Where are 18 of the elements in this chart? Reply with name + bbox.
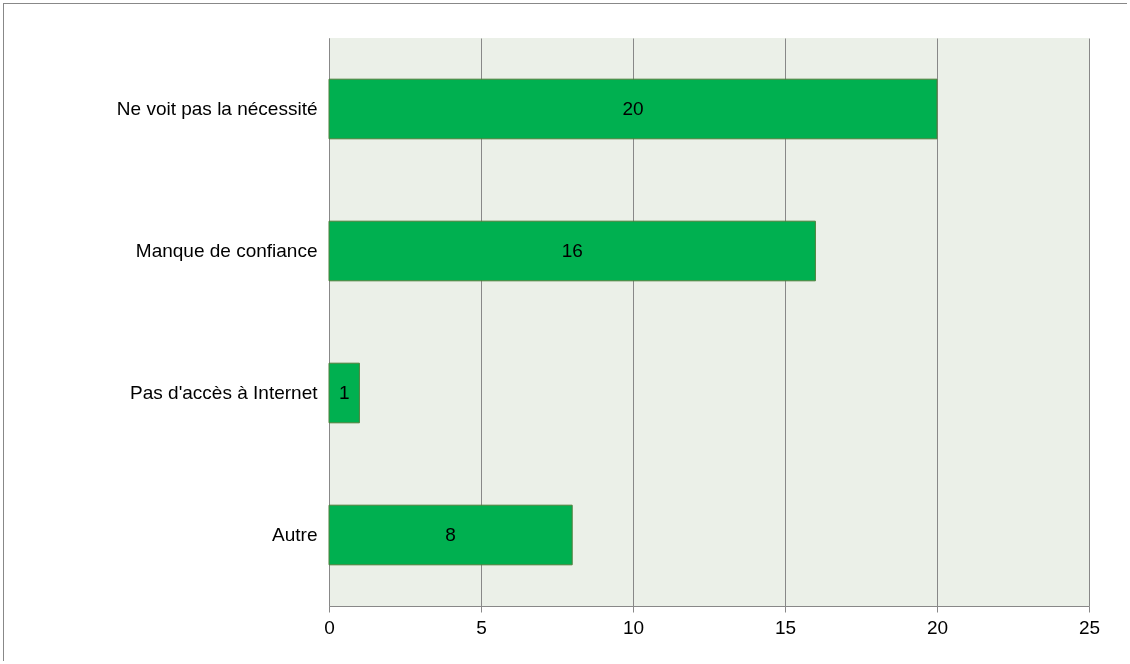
x-tick-label: 5: [476, 616, 487, 638]
x-tick-label: 10: [622, 616, 645, 638]
x-tick-label: 20: [926, 616, 949, 638]
x-tick-label: 25: [1078, 616, 1101, 638]
bar: [328, 504, 573, 566]
data-label: 8: [445, 524, 456, 545]
bar: [328, 220, 816, 282]
y-tick-label: Manque de confiance: [135, 240, 318, 261]
y-tick-label: Ne voit pas la nécessité: [116, 98, 318, 119]
data-label: 20: [622, 98, 644, 119]
x-tick-label: 0: [324, 616, 335, 638]
data-label: 16: [561, 240, 583, 261]
y-tick-label: Pas d'accès à Internet: [130, 382, 319, 403]
bar: [328, 78, 938, 140]
x-tick-label: 15: [774, 616, 797, 638]
bar: [328, 362, 360, 424]
y-tick-label: Autre: [272, 524, 318, 545]
data-label: 1: [338, 382, 350, 403]
